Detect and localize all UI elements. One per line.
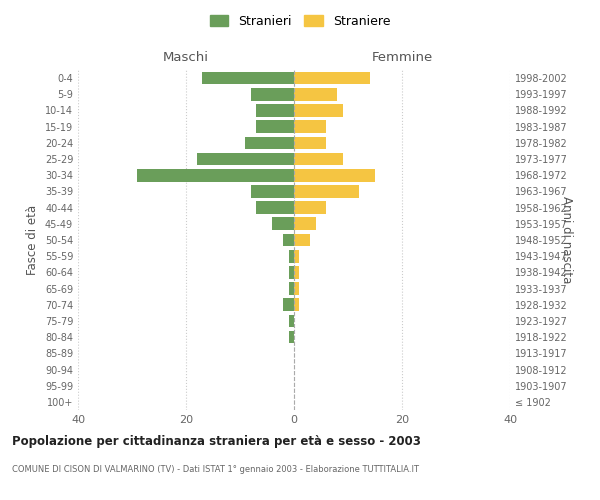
Y-axis label: Fasce di età: Fasce di età <box>26 205 39 275</box>
Bar <box>283 298 294 311</box>
Bar <box>294 152 343 166</box>
Bar <box>294 298 299 311</box>
Bar <box>294 120 326 133</box>
Bar <box>272 218 294 230</box>
Y-axis label: Anni di nascita: Anni di nascita <box>560 196 573 284</box>
Bar <box>294 169 375 181</box>
Text: Maschi: Maschi <box>163 50 209 64</box>
Bar <box>245 136 294 149</box>
Bar <box>289 250 294 262</box>
Bar <box>251 88 294 101</box>
Bar <box>289 314 294 328</box>
Bar <box>197 152 294 166</box>
Bar <box>294 185 359 198</box>
Bar <box>294 250 299 262</box>
Bar <box>256 104 294 117</box>
Bar <box>137 169 294 181</box>
Bar <box>289 282 294 295</box>
Bar <box>294 282 299 295</box>
Bar <box>294 202 326 214</box>
Bar <box>294 234 310 246</box>
Bar <box>294 104 343 117</box>
Bar <box>202 72 294 85</box>
Legend: Stranieri, Straniere: Stranieri, Straniere <box>206 11 394 32</box>
Text: Femmine: Femmine <box>371 50 433 64</box>
Bar <box>294 136 326 149</box>
Bar <box>294 218 316 230</box>
Bar <box>294 266 299 278</box>
Bar <box>251 185 294 198</box>
Bar <box>294 88 337 101</box>
Text: Popolazione per cittadinanza straniera per età e sesso - 2003: Popolazione per cittadinanza straniera p… <box>12 435 421 448</box>
Bar <box>256 202 294 214</box>
Bar <box>294 72 370 85</box>
Bar <box>289 266 294 278</box>
Bar <box>289 331 294 344</box>
Bar <box>283 234 294 246</box>
Text: COMUNE DI CISON DI VALMARINO (TV) - Dati ISTAT 1° gennaio 2003 - Elaborazione TU: COMUNE DI CISON DI VALMARINO (TV) - Dati… <box>12 465 419 474</box>
Bar <box>256 120 294 133</box>
